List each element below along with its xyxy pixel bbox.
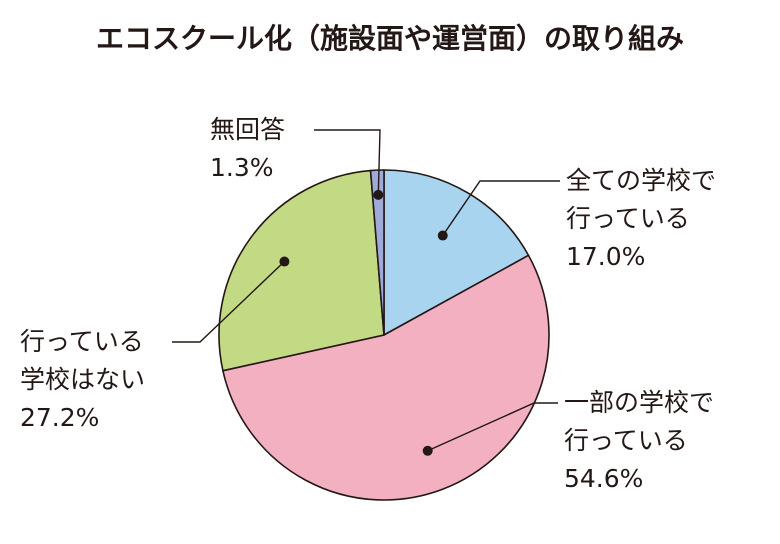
slice-name-line: 行っている	[564, 426, 688, 455]
slice-name-line: 無回答	[210, 115, 285, 144]
slice-name-line: 全ての学校で	[566, 166, 716, 195]
slice-labels-layer: 全ての学校で行っている 17.0%一部の学校で行っている 54.6%行っている学校は…	[20, 115, 716, 493]
slice-label-some-schools: 一部の学校で行っている 54.6%	[564, 388, 714, 493]
leader-line-all-schools	[442, 180, 560, 236]
slice-value-label: 1.3%	[210, 153, 274, 182]
pie-slice-all-schools	[383, 169, 530, 336]
leader-line-some-schools	[427, 402, 558, 452]
slice-name-line: 行っている	[566, 204, 690, 233]
leader-line-no-answer	[314, 129, 381, 195]
leader-dot-no-schools	[279, 256, 290, 267]
pie-slice-no-answer	[369, 169, 385, 336]
chart-title: エコスクール化（施設面や運営面）の取り組み	[96, 22, 684, 55]
slice-label-all-schools: 全ての学校で行っている 17.0%	[566, 166, 716, 271]
leader-dot-all-schools	[437, 230, 448, 241]
leader-dot-no-answer	[373, 189, 384, 200]
slice-name-line: 行っている	[20, 327, 144, 356]
slice-value-label: 17.0%	[566, 242, 645, 271]
slices-layer	[218, 169, 550, 501]
slice-value-label: 54.6%	[564, 464, 643, 493]
slice-label-no-answer: 無回答 1.3%	[210, 115, 285, 182]
pie-slice-some-schools	[222, 254, 550, 501]
slice-name-line: 学校はない	[20, 365, 145, 394]
leader-dot-some-schools	[422, 445, 433, 456]
pie-slice-no-schools	[218, 169, 385, 372]
leader-line-no-schools	[172, 261, 285, 343]
slice-name-line: 一部の学校で	[564, 388, 714, 417]
leader-lines-layer	[172, 129, 560, 456]
slice-value-label: 27.2%	[20, 403, 99, 432]
slice-label-no-schools: 行っている学校はない 27.2%	[20, 327, 145, 432]
